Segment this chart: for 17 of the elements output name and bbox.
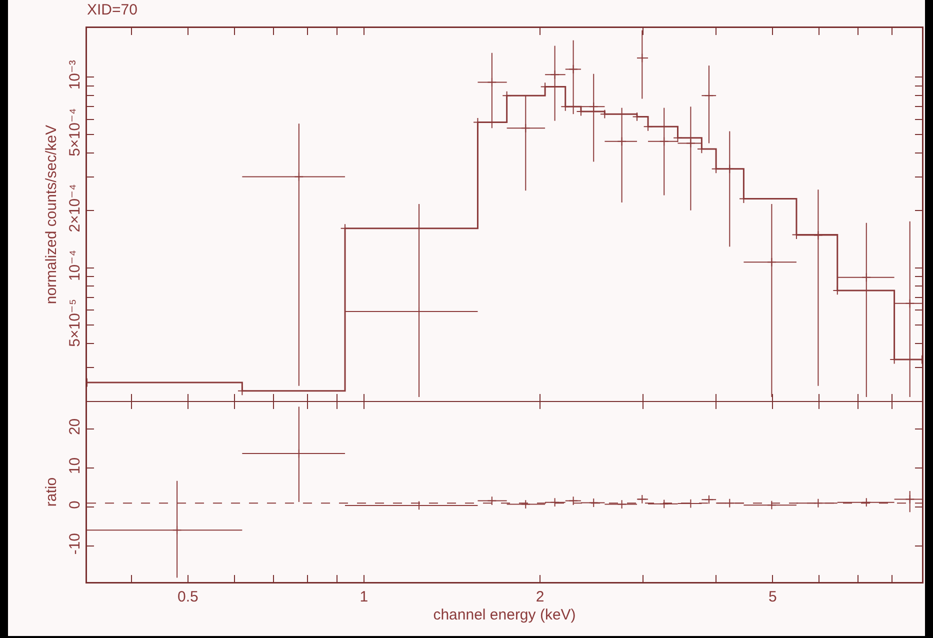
chart-title: XID=70 <box>87 2 138 18</box>
x-axis-title: channel energy (keV) <box>433 606 576 624</box>
y-axis-title: ratio <box>43 477 60 507</box>
x-tick-label: 0.5 <box>178 588 198 606</box>
y-tick-label: 0 <box>66 500 84 509</box>
x-tick-label: 2 <box>536 588 544 606</box>
y-tick-label: 10⁻⁴ <box>66 250 84 282</box>
x-tick-label: 1 <box>360 588 368 606</box>
y-tick-label: 10 <box>66 457 84 474</box>
y-tick-label: 10⁻³ <box>66 60 84 90</box>
y-tick-label: -10 <box>66 532 84 555</box>
y-tick-label: 5×10⁻⁴ <box>66 108 84 156</box>
y-tick-label: 5×10⁻⁵ <box>66 298 84 347</box>
y-tick-label: 20 <box>66 418 84 436</box>
y-tick-label: 2×10⁻⁴ <box>66 184 84 232</box>
x-tick-label: 5 <box>768 588 777 606</box>
y-axis-title: normalized counts/sec/keV <box>43 124 60 304</box>
